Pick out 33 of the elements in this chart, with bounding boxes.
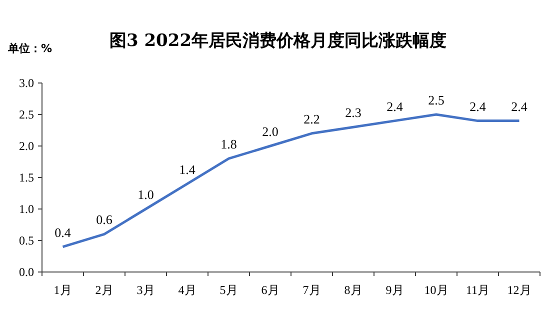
x-tick-label: 6月 <box>261 283 280 297</box>
x-tick-label: 10月 <box>424 283 448 297</box>
chart-title: 图3 2022年居民消费价格月度同比涨跌幅度 <box>109 31 447 51</box>
x-tick-label: 4月 <box>178 283 196 297</box>
data-label: 2.4 <box>511 98 528 114</box>
x-tick-label: 9月 <box>386 283 404 297</box>
data-label: 0.4 <box>54 224 72 240</box>
y-tick-label: 0.0 <box>19 265 34 279</box>
data-label: 1.8 <box>220 136 237 152</box>
y-tick-label: 2.5 <box>19 108 34 122</box>
x-tick-label: 2月 <box>95 283 114 297</box>
data-label: 2.5 <box>428 92 444 108</box>
x-tick-label: 3月 <box>136 283 155 297</box>
x-tick-label: 12月 <box>507 283 532 297</box>
data-label: 1.4 <box>179 162 196 177</box>
y-tick-label: 2.0 <box>19 139 34 153</box>
data-label: 1.0 <box>138 187 154 202</box>
data-label: 2.4 <box>386 98 404 114</box>
x-tick-label: 8月 <box>344 283 362 297</box>
data-label: 2.2 <box>304 111 320 126</box>
data-label: 2.3 <box>345 105 362 120</box>
x-tick-label: 7月 <box>302 283 321 297</box>
y-tick-label: 3.0 <box>19 76 34 90</box>
y-tick-label: 0.5 <box>19 234 34 248</box>
data-label: 2.0 <box>262 124 278 139</box>
x-tick-label: 5月 <box>220 283 238 297</box>
data-label: 2.4 <box>470 98 486 114</box>
x-tick-label: 1月 <box>54 283 72 297</box>
data-label: 0.6 <box>96 212 113 228</box>
y-tick-label: 1.5 <box>19 170 34 184</box>
y-tick-label: 1.0 <box>19 202 34 216</box>
x-tick-label: 11月 <box>466 283 490 297</box>
y-axis-title: 单位：% <box>7 42 52 55</box>
